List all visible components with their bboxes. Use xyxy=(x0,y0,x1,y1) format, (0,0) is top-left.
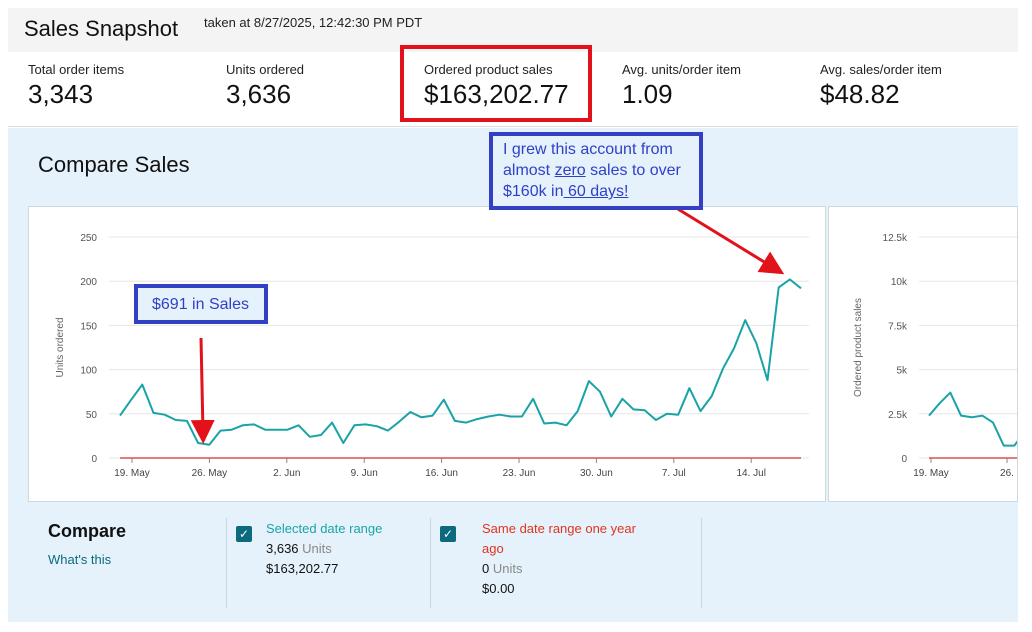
y-tick-label: 150 xyxy=(80,321,97,332)
annotation-growth-line3: $160k in 60 days! xyxy=(503,183,629,200)
legend-divider xyxy=(430,518,431,608)
whats-this-link[interactable]: What's this xyxy=(48,552,112,567)
y-tick-label: 0 xyxy=(901,454,907,465)
metric-value: 1.09 xyxy=(622,79,673,109)
series-line-selected xyxy=(928,391,1017,447)
y-tick-label: 250 xyxy=(80,233,97,244)
annotation-growth-line2: almost zero sales to over xyxy=(503,162,681,179)
metric-value: $163,202.77 xyxy=(424,79,569,109)
legend-divider xyxy=(226,518,227,608)
annotation-low-sales-text: $691 in Sales xyxy=(152,296,249,313)
selected-range-checkbox[interactable]: ✓ xyxy=(236,526,252,542)
prior-range-name-line2: ago xyxy=(482,541,504,556)
metric-label: Units ordered xyxy=(226,62,305,77)
selected-range-legend: Selected date range 3,636 Units $163,202… xyxy=(266,519,382,579)
metric-ordered-product-sales: Ordered product sales $163,202.77 xyxy=(424,62,569,110)
highlight-box-sales xyxy=(400,45,592,122)
compare-legend: Compare What's this ✓ Selected date rang… xyxy=(8,510,1018,622)
x-tick-label: 26. xyxy=(1000,468,1014,479)
x-tick-label: 14. Jul xyxy=(736,468,765,479)
annotation-low-sales: $691 in Sales xyxy=(134,284,268,324)
metric-label: Total order items xyxy=(28,62,125,77)
units-chart: 0 50 100 150 200 250 Units ordered 19. May 26. M… xyxy=(28,206,826,502)
y-tick-label: 12.5k xyxy=(883,233,908,244)
y-tick-label: 10k xyxy=(891,277,908,288)
metric-avg-units-per-order-item: Avg. units/order item 1.09 xyxy=(622,62,741,110)
prior-range-legend: Same date range one year ago 0 Units $0.… xyxy=(482,519,636,599)
x-tick-label: 7. Jul xyxy=(662,468,686,479)
page-title: Sales Snapshot xyxy=(24,16,179,41)
metric-value: 3,343 xyxy=(28,79,94,109)
metrics-row: Total order items 3,343 Units ordered 3,… xyxy=(8,52,1018,127)
metric-value: $48.82 xyxy=(820,79,900,109)
metric-label: Ordered product sales xyxy=(424,62,553,77)
metric-label: Avg. units/order item xyxy=(622,62,741,77)
units-chart-svg: 0 50 100 150 200 250 Units ordered 19. May 26. M… xyxy=(55,233,809,479)
prior-range-sales: $0.00 xyxy=(482,581,515,596)
series-line-selected xyxy=(119,278,802,446)
metric-total-order-items: Total order items 3,343 xyxy=(28,62,124,110)
metric-value: 3,636 xyxy=(226,79,292,109)
selected-range-name: Selected date range xyxy=(266,521,383,536)
prior-range-name-line1: Same date range one year xyxy=(482,521,636,536)
selected-range-units: 3,636 Units xyxy=(266,541,332,556)
metric-units-ordered: Units ordered 3,636 xyxy=(226,62,304,110)
x-tick-label: 9. Jun xyxy=(351,468,378,479)
metric-label: Avg. sales/order item xyxy=(820,62,942,77)
compare-legend-title: Compare xyxy=(48,521,127,541)
x-tick-label: 30. Jun xyxy=(580,468,613,479)
annotation-growth: I grew this account from almost zero sal… xyxy=(489,132,703,210)
prior-range-checkbox[interactable]: ✓ xyxy=(440,526,456,542)
x-tick-label: 16. Jun xyxy=(425,468,458,479)
y-tick-label: 50 xyxy=(86,410,98,421)
x-tick-label: 2. Jun xyxy=(273,468,300,479)
compare-sales-title: Compare Sales xyxy=(38,152,190,177)
y-tick-label: 200 xyxy=(80,277,97,288)
metric-avg-sales-per-order-item: Avg. sales/order item $48.82 xyxy=(820,62,942,110)
x-tick-label: 19. May xyxy=(114,468,150,479)
y-axis-label: Ordered product sales xyxy=(853,298,864,397)
x-tick-label: 19. May xyxy=(913,468,949,479)
y-tick-label: 5k xyxy=(896,366,908,377)
selected-range-sales: $163,202.77 xyxy=(266,561,339,576)
x-tick-label: 23. Jun xyxy=(503,468,536,479)
y-tick-label: 100 xyxy=(80,366,97,377)
x-tick-label: 26. May xyxy=(192,468,228,479)
snapshot-timestamp: taken at 8/27/2025, 12:42:30 PM PDT xyxy=(204,15,423,30)
y-axis-label: Units ordered xyxy=(55,317,66,377)
legend-divider xyxy=(701,518,702,608)
y-tick-label: 0 xyxy=(91,454,97,465)
y-tick-label: 7.5k xyxy=(888,321,908,332)
annotation-growth-line1: I grew this account from xyxy=(503,141,673,158)
y-tick-label: 2.5k xyxy=(888,410,908,421)
prior-range-units: 0 Units xyxy=(482,561,523,576)
sales-chart-svg: 0 2.5k 5k 7.5k 10k 12.5k Ordered product sales… xyxy=(853,233,1017,479)
sales-chart: 0 2.5k 5k 7.5k 10k 12.5k Ordered product sales… xyxy=(828,206,1018,502)
